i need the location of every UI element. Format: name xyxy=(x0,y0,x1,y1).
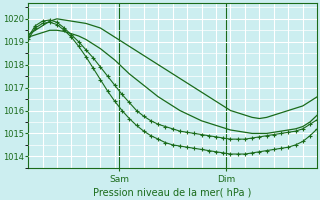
X-axis label: Pression niveau de la mer( hPa ): Pression niveau de la mer( hPa ) xyxy=(93,187,252,197)
